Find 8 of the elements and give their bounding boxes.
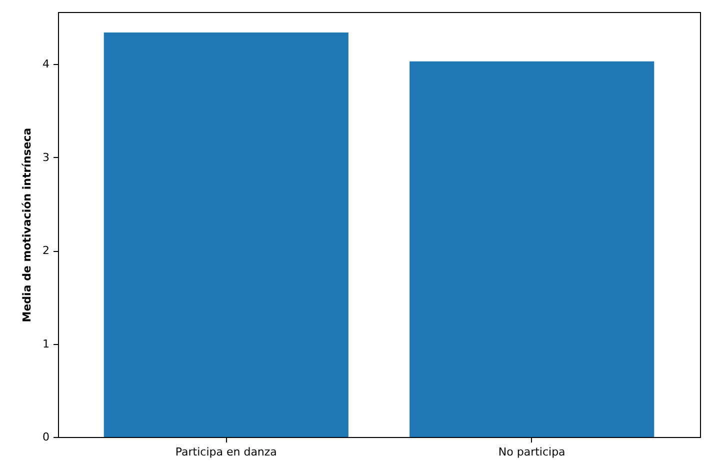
x-tick-label: Participa en danza	[175, 446, 277, 458]
y-tick-label: 2	[42, 244, 50, 258]
y-tick-label: 1	[42, 337, 50, 350]
y-tick-label: 3	[42, 150, 50, 164]
y-tick-label: 4	[42, 58, 50, 71]
y-tick-label: 0	[42, 430, 50, 444]
y-axis-title: Media de motivación intrínseca	[20, 128, 34, 322]
x-tick-label: No participa	[498, 446, 566, 458]
